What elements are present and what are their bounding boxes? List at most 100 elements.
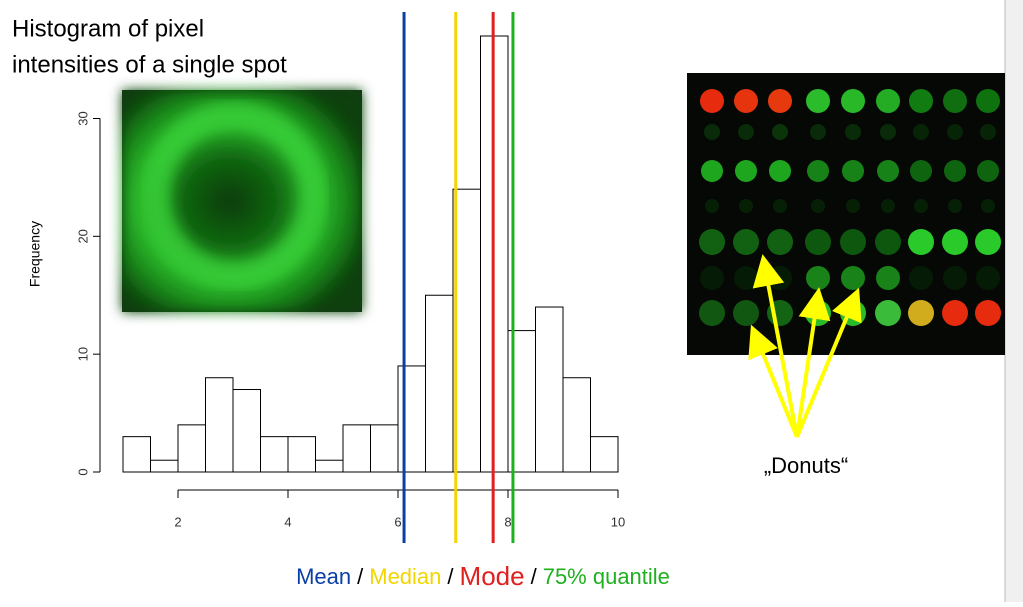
- bar: [287, 436, 316, 473]
- array-spot: [701, 160, 723, 182]
- legend-entry: 75% quantile: [543, 564, 670, 589]
- array-spot: [948, 199, 962, 213]
- array-spot: [876, 89, 900, 113]
- x-tick-label: 2: [174, 514, 181, 529]
- legend-separator: /: [531, 564, 538, 589]
- array-spot: [976, 266, 1000, 290]
- array-spot: [914, 199, 928, 213]
- array-spot: [942, 229, 968, 255]
- bar: [590, 436, 619, 473]
- array-spot: [942, 300, 968, 326]
- legend-entry: Mean: [296, 564, 351, 589]
- legend-separator: /: [447, 564, 454, 589]
- bar: [315, 459, 344, 473]
- legend-entry: Mode: [460, 561, 525, 591]
- array-spot: [810, 124, 826, 140]
- array-spot: [947, 124, 963, 140]
- bar: [535, 306, 564, 473]
- array-spot: [811, 199, 825, 213]
- array-spot: [913, 124, 929, 140]
- array-spot: [975, 300, 1001, 326]
- array-spot: [908, 229, 934, 255]
- donut-arrows: [748, 254, 862, 438]
- bar: [260, 436, 289, 473]
- arrow: [752, 254, 799, 438]
- array-spot: [976, 89, 1000, 113]
- array-spot: [981, 199, 995, 213]
- arrow: [795, 287, 831, 438]
- x-tick-label: 6: [394, 514, 401, 529]
- array-spot: [807, 160, 829, 182]
- arrow: [748, 324, 799, 438]
- microarray-image: [687, 73, 1005, 355]
- y-tick-label: 0: [75, 468, 90, 475]
- array-spot: [733, 229, 759, 255]
- array-spot: [768, 266, 792, 290]
- array-spot: [700, 266, 724, 290]
- array-spot: [842, 160, 864, 182]
- array-spot: [908, 300, 934, 326]
- legend-separator: /: [357, 564, 364, 589]
- x-tick-label: 10: [611, 514, 625, 529]
- title: intensities of a single spot: [12, 51, 287, 78]
- legend: Mean / Median / Mode/75% quantile: [296, 561, 670, 591]
- array-spot: [877, 160, 899, 182]
- array-spot: [705, 199, 719, 213]
- array-spot: [909, 266, 933, 290]
- array-spot: [909, 89, 933, 113]
- array-spot: [845, 124, 861, 140]
- bar: [232, 389, 261, 473]
- array-spot: [841, 266, 865, 290]
- arrow: [795, 287, 862, 438]
- array-spot: [767, 229, 793, 255]
- x-tick-label: 4: [284, 514, 291, 529]
- scrollbar[interactable]: [1005, 0, 1023, 602]
- array-spot: [739, 199, 753, 213]
- array-spot: [910, 160, 932, 182]
- array-spot: [876, 266, 900, 290]
- array-spot: [773, 199, 787, 213]
- spot-ring: [144, 102, 326, 288]
- array-spot: [943, 89, 967, 113]
- array-spot: [699, 300, 725, 326]
- array-spot: [700, 89, 724, 113]
- array-spot: [768, 89, 792, 113]
- histogram: 0 10 20 30 Frequency 2 4 6 8 10: [27, 12, 625, 543]
- bar: [205, 377, 234, 473]
- array-spot: [772, 124, 788, 140]
- array-spot: [806, 266, 830, 290]
- array-spot: [975, 229, 1001, 255]
- y-tick-label: 30: [75, 111, 90, 125]
- array-spot: [880, 124, 896, 140]
- y-axis-label: Frequency: [27, 221, 43, 287]
- array-spot: [875, 229, 901, 255]
- bar: [370, 424, 399, 473]
- array-spot: [841, 89, 865, 113]
- bar: [562, 377, 591, 473]
- bar: [452, 188, 481, 473]
- bar: [122, 436, 151, 473]
- array-spot: [840, 229, 866, 255]
- array-spot: [805, 229, 831, 255]
- array-spot: [734, 89, 758, 113]
- array-spot: [738, 124, 754, 140]
- array-spot: [734, 266, 758, 290]
- bar: [342, 424, 371, 473]
- array-spot: [881, 199, 895, 213]
- array-spot: [806, 89, 830, 113]
- array-spot: [977, 160, 999, 182]
- legend-entry: Median: [369, 564, 441, 589]
- array-spot: [735, 160, 757, 182]
- spot-image: [122, 90, 362, 312]
- array-spot: [846, 199, 860, 213]
- array-spot: [769, 160, 791, 182]
- annotation: „Donuts“: [764, 453, 848, 478]
- bar: [177, 424, 206, 473]
- array-spot: [733, 300, 759, 326]
- title: Histogram of pixel: [12, 15, 204, 42]
- array-spot: [944, 160, 966, 182]
- y-tick-label: 20: [75, 229, 90, 243]
- bar: [397, 365, 426, 473]
- array-spot: [704, 124, 720, 140]
